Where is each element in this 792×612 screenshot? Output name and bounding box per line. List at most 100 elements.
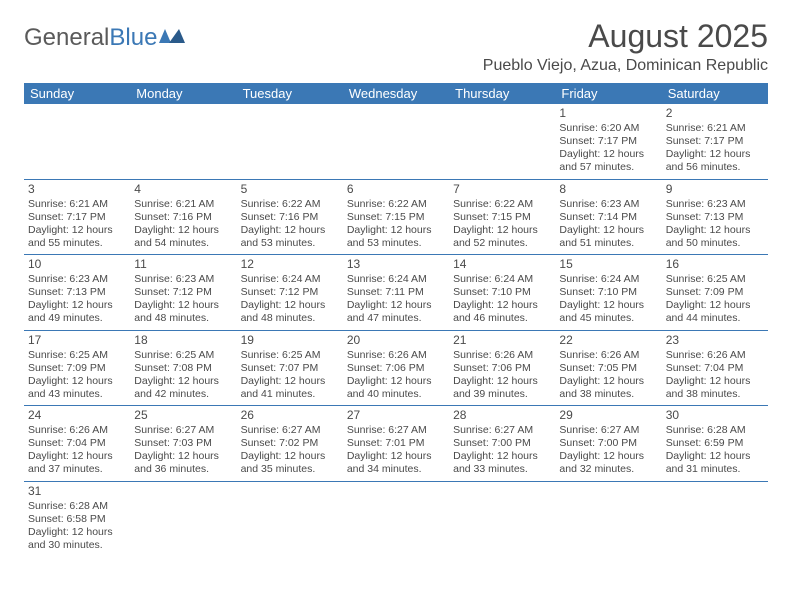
day-number: 27 — [347, 408, 445, 423]
day-info-line: and 37 minutes. — [28, 463, 126, 476]
day-info-line: Daylight: 12 hours — [666, 224, 764, 237]
day-cell: 7Sunrise: 6:22 AMSunset: 7:15 PMDaylight… — [449, 180, 555, 255]
calendar-page: GeneralBlue August 2025 Pueblo Viejo, Az… — [0, 0, 792, 556]
day-number: 29 — [559, 408, 657, 423]
empty-cell — [449, 104, 555, 179]
day-header-mon: Monday — [130, 83, 236, 104]
day-number: 10 — [28, 257, 126, 272]
day-cell: 30Sunrise: 6:28 AMSunset: 6:59 PMDayligh… — [662, 406, 768, 481]
day-info-line: Sunrise: 6:22 AM — [453, 198, 551, 211]
day-cell: 20Sunrise: 6:26 AMSunset: 7:06 PMDayligh… — [343, 331, 449, 406]
day-cell: 26Sunrise: 6:27 AMSunset: 7:02 PMDayligh… — [237, 406, 343, 481]
week-row: 1Sunrise: 6:20 AMSunset: 7:17 PMDaylight… — [24, 104, 768, 180]
day-cell: 10Sunrise: 6:23 AMSunset: 7:13 PMDayligh… — [24, 255, 130, 330]
day-cell: 25Sunrise: 6:27 AMSunset: 7:03 PMDayligh… — [130, 406, 236, 481]
day-info-line: and 44 minutes. — [666, 312, 764, 325]
day-cell: 13Sunrise: 6:24 AMSunset: 7:11 PMDayligh… — [343, 255, 449, 330]
weeks-container: 1Sunrise: 6:20 AMSunset: 7:17 PMDaylight… — [24, 104, 768, 556]
day-info-line: Daylight: 12 hours — [241, 299, 339, 312]
day-info-line: Sunrise: 6:27 AM — [241, 424, 339, 437]
day-info-line: Sunset: 7:16 PM — [241, 211, 339, 224]
day-info-line: Sunrise: 6:24 AM — [347, 273, 445, 286]
day-info-line: Sunrise: 6:25 AM — [241, 349, 339, 362]
day-number: 14 — [453, 257, 551, 272]
day-number: 15 — [559, 257, 657, 272]
day-cell: 8Sunrise: 6:23 AMSunset: 7:14 PMDaylight… — [555, 180, 661, 255]
day-info-line: Daylight: 12 hours — [453, 299, 551, 312]
day-number: 20 — [347, 333, 445, 348]
day-info-line: Sunset: 7:06 PM — [453, 362, 551, 375]
day-info-line: and 40 minutes. — [347, 388, 445, 401]
day-info-line: and 41 minutes. — [241, 388, 339, 401]
day-info-line: and 30 minutes. — [28, 539, 126, 552]
day-cell: 28Sunrise: 6:27 AMSunset: 7:00 PMDayligh… — [449, 406, 555, 481]
day-number: 28 — [453, 408, 551, 423]
day-info-line: and 57 minutes. — [559, 161, 657, 174]
day-info-line: and 35 minutes. — [241, 463, 339, 476]
day-cell: 17Sunrise: 6:25 AMSunset: 7:09 PMDayligh… — [24, 331, 130, 406]
day-info-line: Sunset: 7:08 PM — [134, 362, 232, 375]
day-cell: 11Sunrise: 6:23 AMSunset: 7:12 PMDayligh… — [130, 255, 236, 330]
day-info-line: Daylight: 12 hours — [28, 299, 126, 312]
day-number: 31 — [28, 484, 126, 499]
day-info-line: and 51 minutes. — [559, 237, 657, 250]
day-info-line: and 48 minutes. — [134, 312, 232, 325]
logo: GeneralBlue — [24, 24, 185, 52]
day-info-line: and 32 minutes. — [559, 463, 657, 476]
day-info-line: Daylight: 12 hours — [453, 224, 551, 237]
day-info-line: Sunset: 7:14 PM — [559, 211, 657, 224]
day-info-line: Daylight: 12 hours — [241, 375, 339, 388]
day-info-line: Daylight: 12 hours — [347, 299, 445, 312]
day-header-sat: Saturday — [662, 83, 768, 104]
day-info-line: Sunset: 7:04 PM — [28, 437, 126, 450]
day-info-line: and 42 minutes. — [134, 388, 232, 401]
day-info-line: Sunrise: 6:20 AM — [559, 122, 657, 135]
day-cell: 9Sunrise: 6:23 AMSunset: 7:13 PMDaylight… — [662, 180, 768, 255]
logo-text-general: General — [24, 24, 109, 52]
day-info-line: Daylight: 12 hours — [347, 450, 445, 463]
day-info-line: and 53 minutes. — [347, 237, 445, 250]
day-info-line: Sunset: 7:00 PM — [559, 437, 657, 450]
day-info-line: Daylight: 12 hours — [559, 375, 657, 388]
week-row: 31Sunrise: 6:28 AMSunset: 6:58 PMDayligh… — [24, 482, 768, 557]
day-info-line: Daylight: 12 hours — [453, 450, 551, 463]
day-number: 1 — [559, 106, 657, 121]
week-row: 24Sunrise: 6:26 AMSunset: 7:04 PMDayligh… — [24, 406, 768, 482]
day-cell: 15Sunrise: 6:24 AMSunset: 7:10 PMDayligh… — [555, 255, 661, 330]
day-cell: 19Sunrise: 6:25 AMSunset: 7:07 PMDayligh… — [237, 331, 343, 406]
day-info-line: Daylight: 12 hours — [559, 224, 657, 237]
day-number: 16 — [666, 257, 764, 272]
day-info-line: Sunset: 7:09 PM — [666, 286, 764, 299]
day-info-line: Sunrise: 6:26 AM — [28, 424, 126, 437]
day-info-line: Sunset: 7:16 PM — [134, 211, 232, 224]
day-info-line: Sunset: 6:59 PM — [666, 437, 764, 450]
day-info-line: Sunrise: 6:24 AM — [453, 273, 551, 286]
day-header-thu: Thursday — [449, 83, 555, 104]
day-info-line: Daylight: 12 hours — [347, 375, 445, 388]
day-header-wed: Wednesday — [343, 83, 449, 104]
day-info-line: Sunset: 7:06 PM — [347, 362, 445, 375]
day-info-line: Sunset: 7:15 PM — [347, 211, 445, 224]
day-number: 26 — [241, 408, 339, 423]
day-info-line: Daylight: 12 hours — [559, 450, 657, 463]
day-info-line: Sunrise: 6:26 AM — [347, 349, 445, 362]
day-info-line: Sunrise: 6:23 AM — [559, 198, 657, 211]
day-info-line: Sunrise: 6:25 AM — [134, 349, 232, 362]
day-cell: 1Sunrise: 6:20 AMSunset: 7:17 PMDaylight… — [555, 104, 661, 179]
day-info-line: Sunrise: 6:21 AM — [666, 122, 764, 135]
day-number: 6 — [347, 182, 445, 197]
header: GeneralBlue August 2025 Pueblo Viejo, Az… — [24, 18, 768, 75]
day-info-line: Sunset: 7:00 PM — [453, 437, 551, 450]
day-info-line: and 50 minutes. — [666, 237, 764, 250]
day-info-line: Daylight: 12 hours — [453, 375, 551, 388]
day-info-line: Sunset: 7:04 PM — [666, 362, 764, 375]
day-number: 5 — [241, 182, 339, 197]
day-cell: 31Sunrise: 6:28 AMSunset: 6:58 PMDayligh… — [24, 482, 130, 557]
day-header-row: Sunday Monday Tuesday Wednesday Thursday… — [24, 83, 768, 104]
day-info-line: Sunset: 7:12 PM — [241, 286, 339, 299]
day-info-line: and 31 minutes. — [666, 463, 764, 476]
calendar: Sunday Monday Tuesday Wednesday Thursday… — [24, 83, 768, 556]
day-cell: 27Sunrise: 6:27 AMSunset: 7:01 PMDayligh… — [343, 406, 449, 481]
day-info-line: Sunset: 6:58 PM — [28, 513, 126, 526]
day-info-line: Sunset: 7:01 PM — [347, 437, 445, 450]
